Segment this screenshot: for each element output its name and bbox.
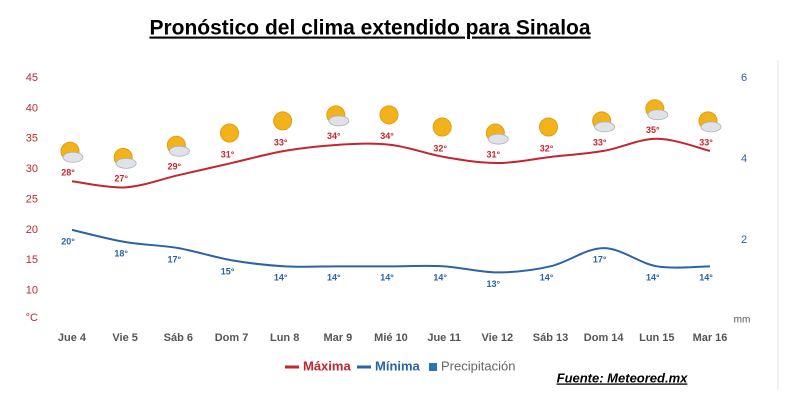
- x-tick-label: Jue 4: [58, 332, 87, 344]
- weather-icon: [698, 111, 722, 133]
- y-tick-label: 45: [26, 72, 38, 84]
- x-tick-label: Dom 14: [584, 332, 625, 344]
- x-tick-label: Dom 7: [215, 332, 249, 344]
- legend-swatch: [429, 363, 437, 371]
- x-tick-label: Jue 11: [427, 332, 461, 344]
- data-label: 29°: [168, 162, 182, 172]
- data-label: 34°: [380, 131, 394, 141]
- y2-axis-label: mm: [734, 315, 751, 326]
- cloud: [487, 133, 509, 145]
- cloud: [700, 121, 722, 133]
- data-label: 15°: [221, 267, 235, 277]
- series-line: [71, 137, 711, 189]
- data-label: 32°: [433, 143, 447, 153]
- data-label: 13°: [487, 279, 501, 289]
- cloud: [594, 121, 616, 133]
- data-label: 27°: [114, 174, 128, 184]
- x-tick-label: Vie 5: [112, 332, 138, 344]
- weather-icon: [592, 111, 616, 133]
- weather-icon: [432, 117, 452, 137]
- weather-icon: [273, 111, 293, 131]
- data-label: 17°: [168, 254, 182, 264]
- data-label: 31°: [221, 149, 235, 159]
- data-label: 14°: [699, 273, 713, 283]
- weather-icon: [539, 117, 558, 137]
- data-label: 35°: [646, 125, 660, 135]
- data-label: 14°: [646, 273, 660, 283]
- data-label: 32°: [540, 143, 554, 153]
- data-label: 33°: [593, 137, 607, 147]
- weather-icon: [379, 105, 399, 125]
- data-label: 14°: [274, 273, 288, 283]
- legend-label: Mínima: [375, 358, 421, 373]
- cloud: [62, 151, 84, 163]
- x-tick-label: Sáb 6: [164, 332, 193, 344]
- data-label: 14°: [540, 273, 554, 283]
- y-tick-label: 25: [26, 193, 38, 205]
- y-axis-label: °C: [26, 312, 38, 324]
- x-tick-label: Lun 15: [639, 332, 674, 344]
- legend-label: Precipitación: [441, 358, 515, 373]
- x-tick-label: Vie 12: [482, 332, 514, 344]
- legend-label: Máxima: [303, 358, 351, 373]
- y-tick-label: 35: [26, 133, 38, 145]
- data-label: 14°: [327, 273, 341, 283]
- weather-icon: [326, 105, 350, 127]
- y-tick-label: 10: [26, 285, 38, 297]
- y2-tick-label: 2: [741, 234, 747, 246]
- cloud: [328, 115, 350, 127]
- y2-tick-label: 6: [741, 72, 747, 84]
- weather-icon: [113, 147, 137, 169]
- data-label: 18°: [114, 248, 128, 258]
- data-label: 17°: [593, 254, 607, 264]
- weather-icon: [645, 99, 669, 121]
- sun: [432, 117, 452, 137]
- data-label: 33°: [274, 137, 288, 147]
- weather-icon: [485, 123, 509, 145]
- data-label: 33°: [699, 137, 713, 147]
- source: Fuente: Meteored.mx: [557, 370, 689, 385]
- data-label: 31°: [487, 149, 501, 159]
- x-tick-label: Mié 10: [374, 332, 408, 344]
- sun: [379, 105, 399, 125]
- x-tick-label: Sáb 13: [533, 332, 568, 344]
- cloud: [647, 109, 669, 121]
- y-tick-label: 30: [26, 163, 38, 175]
- sun: [273, 111, 293, 131]
- sun: [539, 117, 558, 137]
- x-tick-label: Mar 16: [693, 332, 728, 344]
- data-label: 14°: [433, 273, 447, 283]
- weather-icon: [60, 141, 84, 163]
- x-tick-label: Mar 9: [323, 332, 352, 344]
- weather-icon: [220, 123, 239, 143]
- cloud: [168, 145, 190, 157]
- data-label: 28°: [61, 168, 75, 178]
- data-label: 34°: [327, 131, 341, 141]
- y-tick-label: 15: [26, 254, 38, 266]
- x-tick-label: Lun 8: [270, 332, 299, 344]
- y2-tick-label: 4: [741, 153, 747, 165]
- cloud: [115, 157, 137, 169]
- data-label: 20°: [61, 236, 75, 246]
- chart-title: Pronóstico del clima extendido para Sina…: [149, 17, 590, 40]
- y-tick-label: 40: [26, 102, 38, 114]
- series-line: [71, 228, 711, 274]
- y-tick-label: 20: [26, 224, 38, 236]
- sun: [220, 123, 239, 143]
- data-label: 14°: [380, 273, 394, 283]
- weather-icon: [166, 135, 190, 157]
